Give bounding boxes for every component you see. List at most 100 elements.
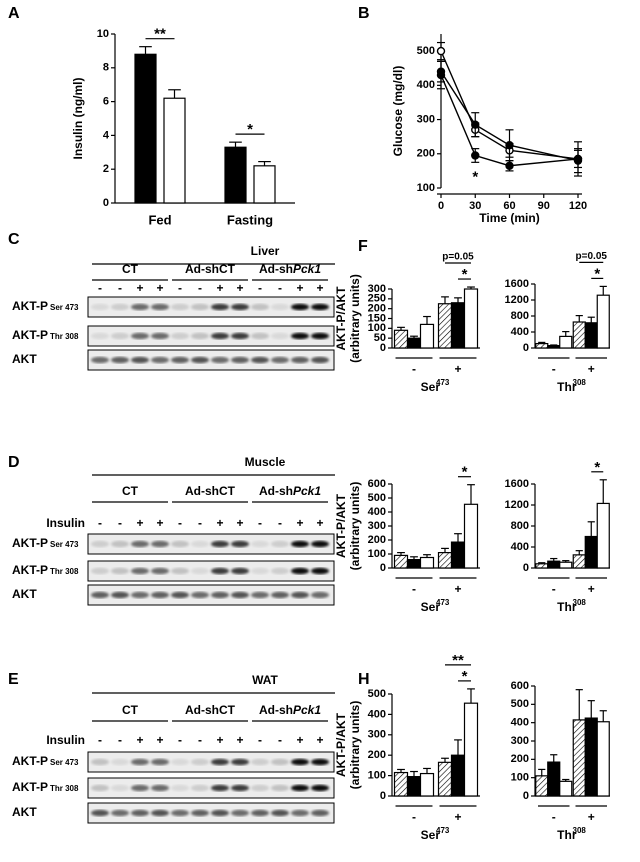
blot-band bbox=[291, 303, 309, 311]
blot-band bbox=[131, 784, 149, 792]
bar bbox=[559, 780, 573, 797]
blot-band bbox=[271, 303, 289, 311]
bar bbox=[419, 556, 435, 569]
bar bbox=[535, 343, 549, 349]
x-tick-label: - bbox=[412, 810, 416, 824]
y-tick-label: 1200 bbox=[505, 499, 529, 511]
lane-sign: + bbox=[156, 733, 163, 747]
y-tick-label: 2 bbox=[103, 163, 109, 175]
blot-band bbox=[111, 809, 129, 817]
blot-band bbox=[271, 567, 289, 575]
lane-sign: + bbox=[296, 733, 303, 747]
lane-sign: - bbox=[258, 516, 262, 530]
x-tick-label: + bbox=[588, 810, 595, 824]
lane-sign: - bbox=[278, 516, 282, 530]
bar bbox=[463, 288, 479, 349]
x-tick-label: - bbox=[412, 582, 416, 596]
panel-label: E bbox=[8, 671, 19, 688]
y-tick-label: 100 bbox=[368, 770, 386, 782]
y-axis-label: Glucose (mg/dl) bbox=[391, 66, 405, 157]
blot-band bbox=[311, 303, 329, 311]
y-tick-label: 100 bbox=[511, 772, 529, 784]
significance-label: * bbox=[462, 266, 468, 283]
blot-band bbox=[91, 591, 109, 599]
bar bbox=[450, 541, 466, 569]
lane-sign: + bbox=[316, 516, 323, 530]
group-label: CT bbox=[122, 703, 139, 717]
y-tick-label: 500 bbox=[417, 45, 435, 57]
y-axis-label: AKT-P/AKT bbox=[334, 712, 348, 777]
blot-band bbox=[111, 567, 129, 575]
x-axis-label-sup: 473 bbox=[436, 598, 450, 607]
x-axis-label: Thr bbox=[557, 600, 577, 614]
x-axis-label-sup: 308 bbox=[573, 378, 587, 387]
blot-band bbox=[271, 591, 289, 599]
marker bbox=[471, 120, 480, 129]
x-axis-label: Thr bbox=[557, 380, 577, 394]
lane-sign: + bbox=[136, 516, 143, 530]
blot-band bbox=[211, 567, 229, 575]
y-tick-label: 50 bbox=[374, 332, 386, 344]
y-tick-label: 600 bbox=[511, 680, 529, 692]
bar bbox=[535, 563, 549, 569]
bar bbox=[596, 721, 610, 797]
row-label: AKT-P bbox=[12, 780, 48, 794]
bar bbox=[406, 337, 422, 349]
y-tick-label: 400 bbox=[511, 541, 529, 553]
bar bbox=[535, 775, 549, 797]
blot-band bbox=[251, 540, 269, 548]
row-label: AKT-P bbox=[12, 299, 48, 313]
blot-band bbox=[151, 567, 169, 575]
lane-sign: + bbox=[236, 733, 243, 747]
row-label: AKT bbox=[12, 587, 37, 601]
blot-band bbox=[111, 332, 129, 340]
y-tick-label: 300 bbox=[417, 113, 435, 125]
group-label-italic: Pck1 bbox=[293, 484, 321, 498]
bar bbox=[559, 335, 573, 349]
y-tick-label: 200 bbox=[368, 749, 386, 761]
lane-sign: + bbox=[156, 516, 163, 530]
y-tick-label: 100 bbox=[417, 182, 435, 194]
blot-band bbox=[191, 784, 209, 792]
bar bbox=[406, 776, 422, 797]
bar bbox=[596, 502, 610, 569]
x-tick-label: - bbox=[412, 362, 416, 376]
y-tick-label: 200 bbox=[368, 303, 386, 315]
y-tick-label: 200 bbox=[511, 753, 529, 765]
blot-band bbox=[131, 567, 149, 575]
y-tick-label: 0 bbox=[103, 197, 109, 209]
bar bbox=[134, 53, 157, 204]
row-label: AKT bbox=[12, 352, 37, 366]
lane-sign: - bbox=[178, 281, 182, 295]
blot-band bbox=[231, 540, 249, 548]
significance-label: p=0.05 bbox=[576, 251, 608, 262]
blot-band bbox=[191, 332, 209, 340]
x-axis-label: Ser bbox=[421, 380, 441, 394]
blot-band bbox=[271, 332, 289, 340]
bar bbox=[463, 702, 479, 797]
row-label: AKT-P bbox=[12, 328, 48, 342]
significance-label: * bbox=[462, 464, 468, 481]
x-tick-label: 60 bbox=[503, 200, 515, 212]
blot-band bbox=[211, 784, 229, 792]
x-tick-label: Fasting bbox=[227, 212, 273, 227]
row-sublabel: Ser 473 bbox=[50, 758, 79, 767]
group-label: Ad-sh bbox=[259, 262, 293, 276]
blot-band bbox=[91, 809, 109, 817]
y-tick-label: 600 bbox=[368, 478, 386, 490]
y-tick-label: 200 bbox=[417, 148, 435, 160]
lane-sign: - bbox=[178, 733, 182, 747]
blot-band bbox=[171, 784, 189, 792]
row-sublabel: Ser 473 bbox=[50, 540, 79, 549]
y-tick-label: 500 bbox=[368, 688, 386, 700]
blot-band bbox=[131, 758, 149, 766]
blot-band bbox=[251, 591, 269, 599]
lane-sign: - bbox=[98, 733, 102, 747]
x-axis-label: Ser bbox=[421, 828, 441, 842]
series-line bbox=[440, 71, 579, 162]
y-tick-label: 4 bbox=[103, 129, 110, 141]
x-axis-label: Ser bbox=[421, 600, 441, 614]
blot-band bbox=[111, 540, 129, 548]
blot-band bbox=[271, 356, 289, 364]
